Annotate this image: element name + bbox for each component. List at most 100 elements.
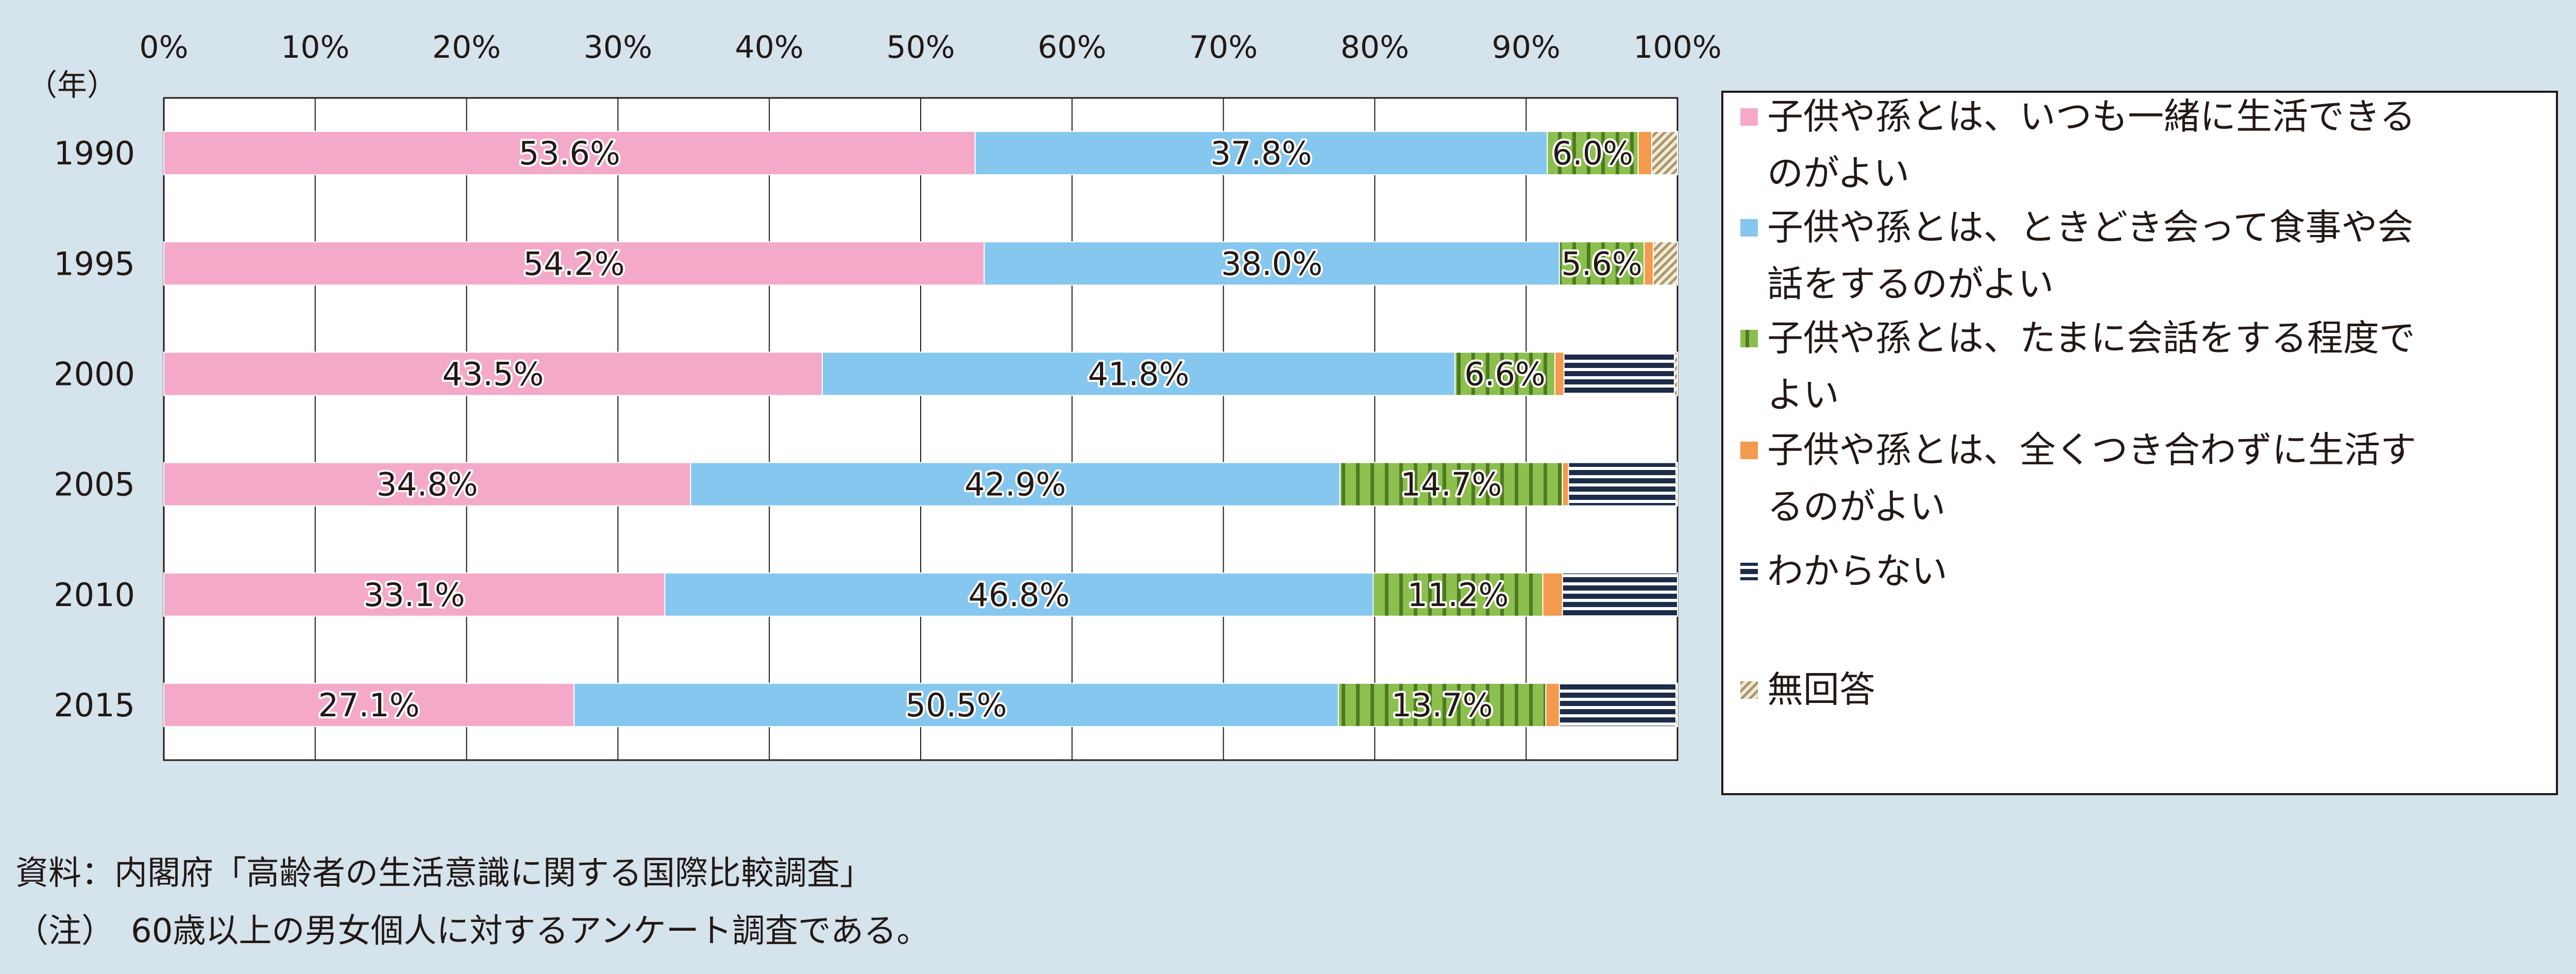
x-tick-label: 0%	[139, 29, 188, 65]
bar-segment	[1558, 241, 1645, 286]
bar-segment	[1339, 462, 1563, 507]
y-tick-label: 1990	[54, 135, 135, 172]
data-label: 11.2%	[1408, 576, 1509, 614]
data-label: 5.6%	[1561, 245, 1642, 282]
legend-swatch	[1740, 681, 1758, 699]
bar-segment	[1637, 131, 1653, 176]
data-label: 54.2%	[523, 245, 625, 282]
bar-segment	[974, 131, 1548, 176]
data-label: 33.1%	[364, 576, 465, 614]
data-label: 6.0%	[1552, 135, 1634, 172]
bar-segment	[1545, 682, 1560, 727]
x-tick-label: 90%	[1492, 29, 1561, 65]
legend-item: わからない	[1740, 550, 1947, 592]
bar-group-1990: 53.6% 37.8% 6.0%	[163, 131, 1678, 176]
data-label: 34.8%	[377, 466, 478, 503]
bar-segment	[1454, 351, 1556, 396]
legend-label: 子供や孫とは、全くつき合わずに生活す	[1767, 429, 2416, 471]
legend-label: のがよい	[1767, 152, 1910, 194]
data-label: 42.9%	[964, 466, 1066, 503]
bar-segment	[163, 131, 976, 176]
legend-label: 子供や孫とは、いつも一緒に生活できる	[1767, 95, 2416, 138]
legend-box	[1721, 91, 2558, 795]
legend-label: 無回答	[1767, 668, 1875, 711]
bar-segment	[1554, 351, 1565, 396]
bar-segment	[1562, 462, 1569, 507]
legend-swatch	[1740, 108, 1758, 126]
gridlines	[163, 97, 1679, 761]
legend-swatch	[1740, 442, 1758, 459]
x-tick-label: 50%	[886, 29, 955, 65]
x-tick-label: 10%	[281, 29, 349, 65]
bar-segment	[822, 351, 1456, 396]
y-tick-label: 1995	[54, 245, 135, 282]
bar-segment	[573, 682, 1339, 727]
bar-segment	[1372, 572, 1544, 617]
data-label: 41.8%	[1088, 355, 1190, 393]
bar-segment	[1563, 351, 1675, 396]
bar-group-2015: 27.1% 50.5% 13.7%	[163, 682, 1679, 727]
bar-group-2005: 34.8% 42.9% 14.7%	[163, 462, 1679, 507]
bar-segment	[1568, 462, 1677, 507]
legend-label: よい	[1767, 374, 1839, 416]
bar-segment	[1542, 572, 1563, 617]
bar-segment	[1675, 682, 1679, 727]
x-tick-labels: 0% 10% 20% 30% 40% 50% 60% 70% 80% 90% 100%	[139, 29, 1721, 65]
bar-segment	[1558, 682, 1677, 727]
bar-segment	[1643, 241, 1654, 286]
bar-segment	[1337, 682, 1547, 727]
data-label: 53.6%	[519, 135, 620, 172]
bar-segment	[1675, 462, 1679, 507]
data-label: 14.7%	[1400, 466, 1502, 503]
legend-swatch	[1740, 563, 1758, 580]
bar-segment	[1651, 131, 1678, 176]
bar-segment	[984, 241, 1560, 286]
legend-label: わからない	[1767, 550, 1947, 592]
bar-group-2010: 33.1% 46.8% 11.2%	[163, 572, 1678, 617]
bar-groups: 53.6% 37.8% 6.0% 54.2% 38.0% 5.6% 43.5% 41.8% 6.…	[163, 131, 1679, 727]
data-label: 38.0%	[1221, 245, 1323, 282]
y-tick-label: 2010	[54, 576, 135, 614]
y-tick-label: 2015	[54, 686, 135, 724]
data-label: 43.5%	[443, 355, 544, 393]
x-tick-label: 40%	[735, 29, 804, 65]
data-label: 46.8%	[968, 576, 1070, 614]
x-tick-label: 30%	[584, 29, 652, 65]
legend-label: 子供や孫とは、ときどき会って食事や会	[1767, 206, 2413, 248]
legend: 子供や孫とは、いつも一緒に生活できるのがよい子供や孫とは、ときどき会って食事や会…	[1721, 91, 2558, 795]
legend-swatch	[1740, 219, 1758, 237]
legend-item: 無回答	[1740, 668, 1875, 711]
y-tick-label: 2000	[54, 355, 135, 393]
x-tick-label: 100%	[1633, 29, 1722, 65]
bar-segment	[163, 462, 691, 507]
bar-segment	[163, 351, 823, 396]
legend-label: るのがよい	[1767, 485, 1946, 528]
annotation-note: （注） 60歳以上の男女個人に対するアンケート調査である。	[15, 912, 929, 950]
bar-segment	[1674, 351, 1679, 396]
x-tick-label: 60%	[1038, 29, 1106, 65]
y-tick-labels: 1990 1995 2000 2005 2010 2015	[54, 135, 135, 724]
legend-label: 子供や孫とは、たまに会話をする程度で	[1767, 317, 2415, 359]
data-label: 6.6%	[1464, 355, 1546, 393]
bar-group-1995: 54.2% 38.0% 5.6%	[163, 241, 1678, 286]
plot-frame	[163, 97, 1679, 761]
legend-label: 話をするのがよい	[1767, 263, 2054, 305]
x-tick-label: 70%	[1189, 29, 1258, 65]
y-axis-unit-label: （年）	[27, 68, 117, 103]
bar-segment	[1562, 572, 1678, 617]
bar-group-2000: 43.5% 41.8% 6.6%	[163, 351, 1679, 396]
bar-segment	[163, 241, 985, 286]
bar-segment	[1547, 131, 1639, 176]
x-tick-label: 20%	[432, 29, 501, 65]
data-label: 27.1%	[318, 686, 420, 724]
source-note: 資料：内閣府「高齢者の生活意識に関する国際比較調査」	[15, 854, 873, 893]
data-label: 37.8%	[1211, 135, 1312, 172]
legend-swatch	[1740, 330, 1758, 347]
bar-segment	[163, 682, 575, 727]
